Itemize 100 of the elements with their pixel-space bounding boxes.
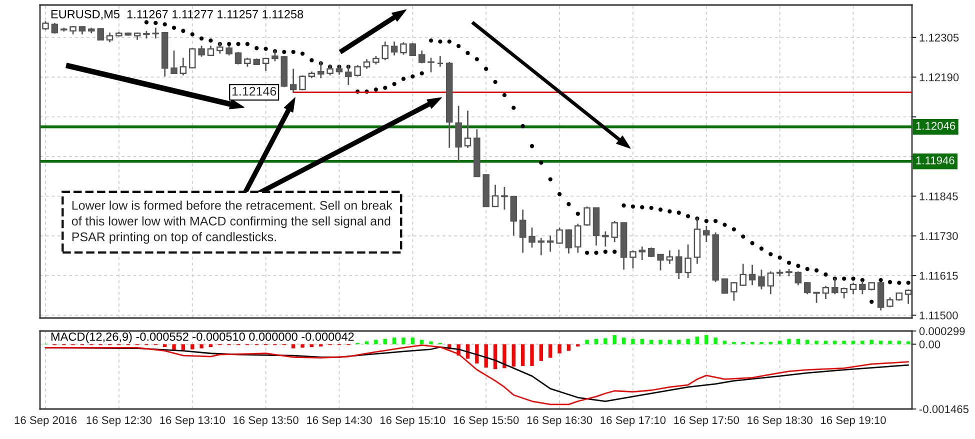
bar	[704, 335, 708, 344]
candlestick	[400, 42, 407, 56]
bar	[512, 344, 516, 367]
y-tick-label: 1.11500	[920, 312, 958, 320]
bar	[392, 338, 396, 344]
candlestick	[904, 288, 912, 305]
y-tick-label: -0.001465	[919, 405, 969, 414]
candlestick	[519, 208, 526, 254]
bar	[530, 344, 534, 366]
candlestick	[428, 57, 434, 73]
bar	[888, 340, 892, 344]
x-tick-label: 16 Sep 14:30	[307, 416, 372, 426]
y-tick-label: 1.11615	[920, 272, 958, 280]
x-tick-label: 16 Sep 15:10	[380, 416, 446, 426]
candlestick	[262, 57, 270, 72]
candlestick	[850, 282, 857, 295]
bar	[484, 344, 488, 368]
bar	[402, 338, 406, 344]
candlestick	[538, 237, 545, 256]
candlestick	[492, 184, 499, 208]
annotation: Lower low is formed before the retracement. Sell on break of this lower low with MACD confirming the sell signal and PSAR printing on top of candlesticks.	[72, 200, 392, 244]
candlestick	[565, 228, 572, 254]
candlestick	[767, 270, 774, 295]
candlestick	[546, 234, 554, 252]
x-tick-label: 16 Sep 2016	[14, 416, 77, 426]
candlestick	[794, 270, 802, 286]
bar	[181, 344, 186, 350]
y-tick-label: 1.12190	[920, 73, 959, 82]
candlestick	[106, 32, 114, 43]
bar	[658, 340, 662, 344]
candlestick	[602, 230, 609, 248]
candlestick	[528, 226, 536, 248]
candlestick	[180, 57, 187, 76]
y-tick-label: 0.00	[919, 340, 940, 348]
candlestick	[758, 268, 765, 290]
bar	[493, 344, 498, 370]
chart-title: EURUSD,M5 1.11267 1.11277 1.11257 1.11258	[51, 10, 304, 20]
bar	[292, 344, 296, 348]
candlestick	[363, 58, 370, 70]
bar	[631, 338, 635, 344]
bar	[539, 344, 544, 361]
candlestick	[840, 286, 848, 300]
bar	[208, 344, 213, 348]
x-tick-label: 16 Sep 13:50	[234, 416, 298, 426]
bar	[502, 344, 506, 368]
bar	[814, 340, 818, 344]
candlestick	[675, 248, 682, 280]
bar	[695, 336, 700, 344]
candlestick	[748, 264, 756, 286]
ref-line-label: 1.11946	[916, 156, 954, 164]
candlestick	[418, 50, 426, 64]
candlestick	[657, 254, 664, 272]
candlestick	[354, 64, 361, 78]
candlestick	[188, 47, 196, 69]
candlestick	[409, 42, 416, 57]
x-tick-label: 16 Sep 17:10	[600, 416, 666, 426]
bar	[190, 344, 194, 350]
candlestick	[51, 22, 58, 34]
candlestick	[152, 27, 160, 40]
bar	[622, 338, 626, 344]
y-tick-label: 1.12305	[920, 34, 959, 42]
bar	[300, 344, 304, 348]
y-tick-label: 1.11730	[920, 232, 958, 240]
candlestick	[813, 292, 820, 304]
x-tick-label: 16 Sep 18:30	[748, 416, 812, 426]
candlestick	[584, 206, 590, 227]
x-tick-label: 16 Sep 16:30	[527, 416, 592, 426]
candlestick	[638, 246, 646, 261]
bar	[612, 335, 616, 344]
candlestick	[382, 40, 389, 61]
candlestick	[501, 186, 508, 210]
bar	[410, 338, 414, 344]
candlestick	[684, 244, 692, 279]
candlestick	[630, 250, 636, 269]
candlestick	[556, 226, 563, 244]
candlestick	[703, 225, 710, 243]
candlestick	[574, 223, 582, 254]
candlestick	[666, 250, 674, 265]
x-tick-label: 16 Sep 13:10	[160, 416, 225, 426]
x-tick-label: 16 Sep 12:30	[86, 416, 152, 426]
ref-line-label: 1.12046	[916, 122, 956, 130]
candlestick	[290, 68, 297, 94]
bar	[604, 338, 608, 344]
candlestick	[804, 281, 811, 295]
y-tick-label: 0.000299	[919, 327, 965, 336]
x-tick-label: 16 Sep 15:50	[454, 416, 519, 426]
bar	[842, 340, 846, 344]
bar	[200, 344, 204, 348]
bar	[558, 344, 562, 354]
bar	[585, 340, 589, 344]
x-tick-label: 16 Sep 19:10	[821, 416, 886, 426]
candlestick	[730, 281, 738, 302]
bar	[787, 338, 791, 344]
annotation: 1.12146	[232, 86, 276, 96]
candlestick	[170, 50, 178, 74]
candlestick	[299, 74, 306, 91]
candlestick	[721, 278, 728, 294]
candlestick	[740, 263, 746, 287]
candlestick	[198, 45, 205, 58]
candlestick	[648, 246, 655, 258]
